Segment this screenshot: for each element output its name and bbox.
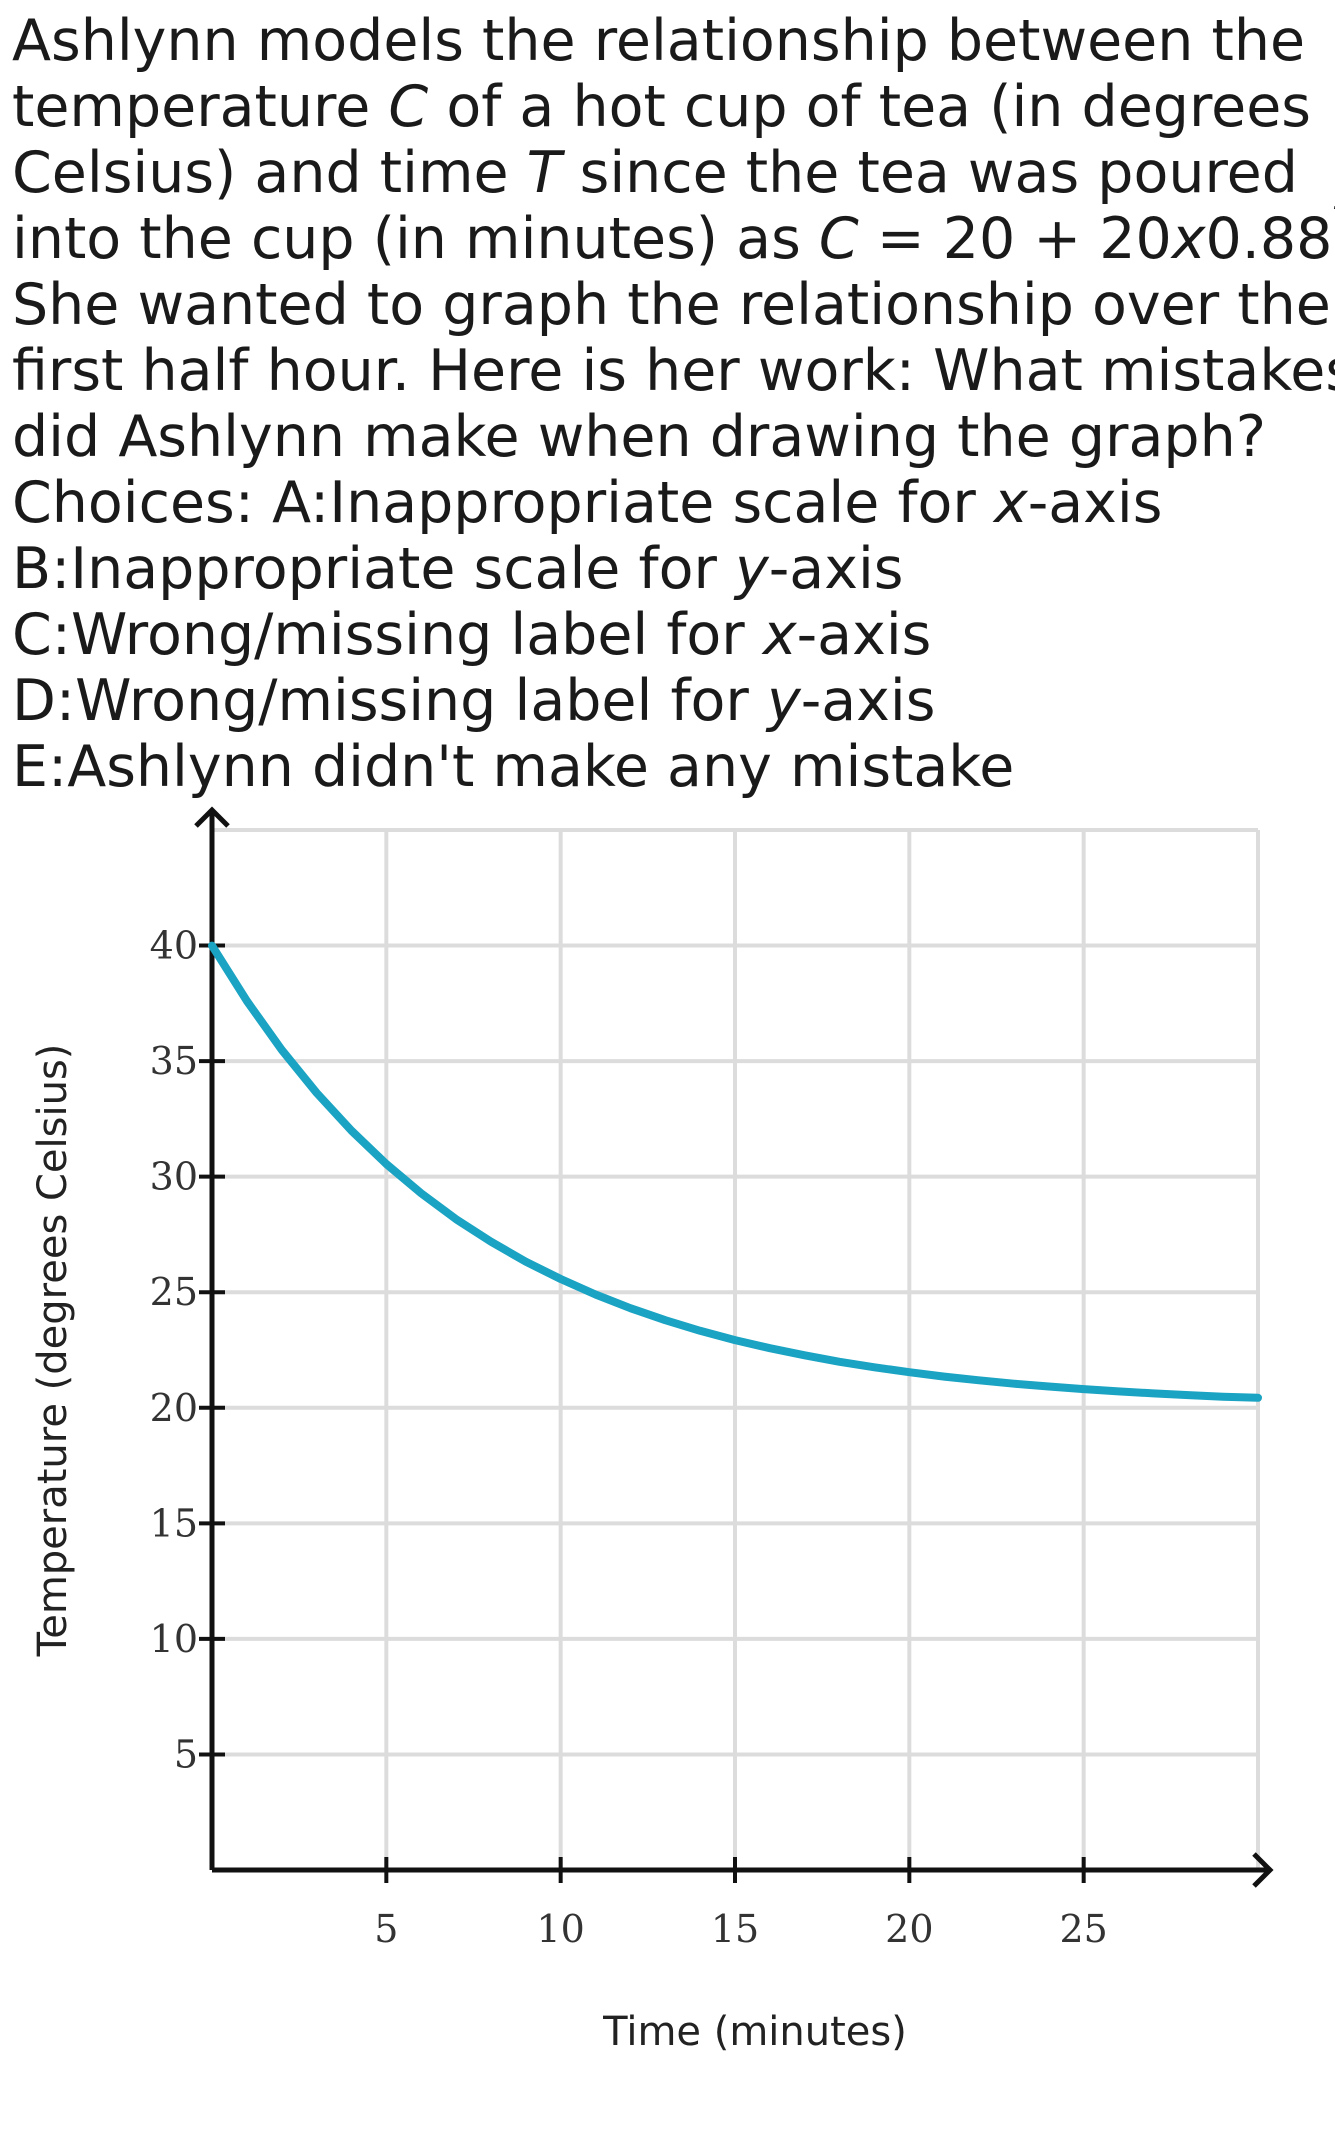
question-text-segment: She wanted to graph the relationship ove… (12, 272, 1331, 338)
choice-text: -axis (800, 668, 936, 734)
y-tick-label: 25 (150, 1270, 198, 1314)
x-tick-label: 20 (885, 1907, 933, 1951)
equation-base: 0.88 (1205, 206, 1333, 272)
variable-c: C (388, 74, 429, 140)
x-tick-label: 10 (536, 1907, 584, 1951)
question-text-segment: Celsius) and time (12, 140, 527, 206)
question-text: Ashlynn models the relationship between … (12, 8, 1335, 800)
variable-t: T (526, 140, 562, 206)
x-axis-arrow (1252, 1852, 1274, 1888)
question-line: She wanted to graph the relationship ove… (12, 272, 1331, 338)
choice-variable: y (766, 668, 801, 734)
choice-variable: y (735, 536, 769, 602)
choice-text: B:Inappropriate scale for (12, 536, 735, 602)
question-text-segment: Ashlynn models the relationship between … (12, 8, 1306, 74)
x-tick-label: 5 (374, 1907, 398, 1951)
y-tick-label: 20 (150, 1386, 198, 1430)
question-text-segment: of a hot cup of tea (in degrees (428, 74, 1311, 140)
question-line: temperature C of a hot cup of tea (in de… (12, 74, 1327, 140)
chart-series (208, 941, 1262, 1402)
x-tick-label: 25 (1059, 1907, 1107, 1951)
y-tick-label: 35 (150, 1039, 198, 1083)
choice-variable: x (993, 470, 1028, 536)
question-line: into the cup (in minutes) as C = 20 + 20… (12, 203, 1335, 273)
chart-grid (212, 828, 1260, 1870)
choice-e: E:Ashlynn didn't make any mistake (12, 734, 1327, 800)
y-tick-label: 30 (150, 1155, 198, 1199)
choice-variable: x (762, 602, 797, 668)
choice-a: Choices: A:Inappropriate scale for x-axi… (12, 470, 1327, 536)
choice-text: Choices: A:Inappropriate scale for (12, 470, 994, 536)
question-text-segment: temperature (12, 74, 389, 140)
choice-text: -axis (768, 536, 904, 602)
y-tick-label: 40 (150, 924, 198, 968)
y-tick-label: 10 (150, 1617, 198, 1661)
question-text-segment: did Ashlynn make when drawing the graph? (12, 404, 1266, 470)
chart-ticks: 5 10 15 20 25 5 10 15 20 25 30 35 40 (150, 924, 1108, 1951)
question-text-segment: since the tea was poured (561, 140, 1298, 206)
question-line: Ashlynn models the relationship between … (12, 8, 1327, 74)
y-tick-label: 5 (174, 1732, 198, 1776)
choice-text: -axis (796, 602, 932, 668)
y-axis-arrow (194, 806, 230, 828)
x-axis-label: Time (minutes) (602, 2009, 907, 2055)
equation-segment: = 20 + 20 (858, 206, 1172, 272)
temperature-curve (208, 941, 1262, 1402)
choice-c: C:Wrong/missing label for x-axis (12, 602, 1327, 668)
y-tick-label: 15 (150, 1501, 198, 1545)
choice-d: D:Wrong/missing label for y-axis (12, 668, 1327, 734)
y-axis-label: Temperature (degrees Celsius) (30, 1044, 76, 1658)
choice-text: -axis (1027, 470, 1163, 536)
choice-text: C:Wrong/missing label for (12, 602, 763, 668)
question-text-segment: first half hour. Here is her work: What … (12, 338, 1335, 404)
question-line: Celsius) and time T since the tea was po… (12, 140, 1327, 206)
choice-text: E:Ashlynn didn't make any mistake (12, 734, 1015, 800)
equation-exponent: T (1332, 200, 1335, 241)
variable-c: C (818, 206, 859, 272)
question-line: first half hour. Here is her work: What … (12, 338, 1335, 404)
question-text-segment: into the cup (in minutes) as (12, 206, 819, 272)
choice-text: D:Wrong/missing label for (12, 668, 767, 734)
choice-b: B:Inappropriate scale for y-axis (12, 536, 1327, 602)
question-line: did Ashlynn make when drawing the graph? (12, 404, 1327, 470)
variable-x: x (1171, 206, 1206, 272)
x-tick-label: 15 (711, 1907, 759, 1951)
